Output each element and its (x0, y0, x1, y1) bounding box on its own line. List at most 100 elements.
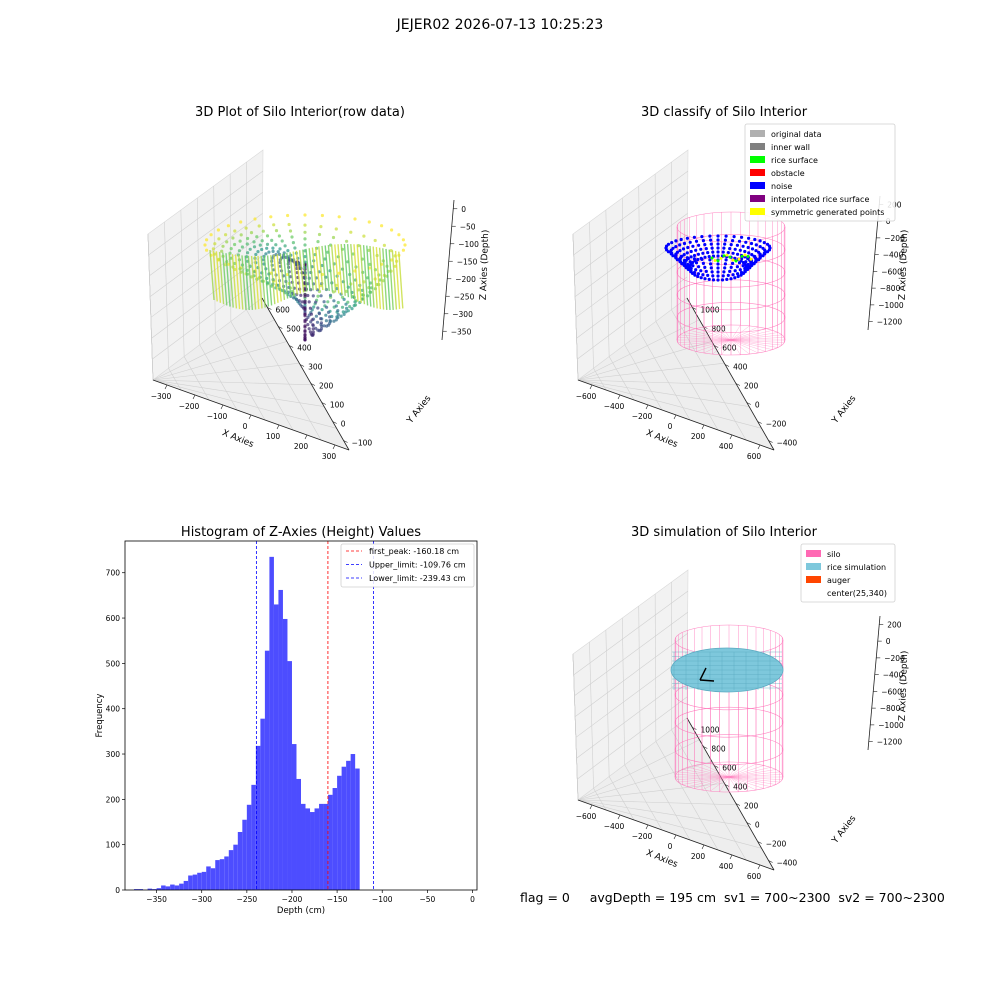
noise-point (754, 249, 758, 253)
data-point (308, 330, 312, 334)
data-point (336, 300, 340, 305)
y-axis-label: Y Axies (830, 814, 859, 847)
histogram-bar (219, 859, 225, 890)
y-tick (724, 784, 730, 787)
data-point-band (385, 248, 391, 311)
cylinder-spoke (728, 762, 748, 778)
data-point (237, 249, 241, 253)
z-tick-label: 0 (886, 637, 891, 646)
z-tick-label: −350 (451, 327, 472, 336)
legend-entry: Lower_limit: -239.43 cm (369, 574, 466, 583)
x-tick (276, 424, 280, 430)
cylinder-ring (676, 302, 786, 333)
legend-swatch (750, 195, 765, 202)
noise-point (678, 243, 682, 247)
x-tick-label: 400 (719, 862, 734, 871)
z-tick-label: 200 (887, 620, 902, 629)
x-tick (304, 434, 308, 440)
grid-line (577, 799, 737, 806)
cylinder-spoke (728, 776, 764, 789)
cylinder-spoke (675, 774, 730, 778)
data-point (260, 247, 264, 252)
noise-point (706, 251, 710, 255)
legend-entry: silo (827, 550, 841, 559)
x-tick-label: 0 (668, 842, 673, 851)
data-point (341, 310, 345, 314)
histogram-bar (255, 745, 261, 890)
data-point (373, 238, 377, 243)
noise-point (716, 242, 720, 246)
histogram-bar (264, 650, 270, 890)
data-point-band (228, 253, 234, 308)
noise-point (716, 246, 720, 250)
z-tick-label: −200 (884, 234, 905, 243)
noise-point (709, 242, 713, 246)
grid-line (152, 319, 275, 381)
data-point-band (346, 243, 353, 299)
grid-line (577, 739, 700, 801)
noise-point (750, 253, 754, 257)
grid-line (577, 379, 737, 386)
z-tick-label: −400 (883, 671, 904, 680)
noise-point (736, 252, 740, 256)
y-tick (692, 307, 697, 310)
grid-line (577, 379, 762, 429)
data-point (245, 242, 249, 246)
noise-point (729, 243, 733, 247)
noise-point (739, 259, 743, 263)
cylinder-spoke (677, 339, 732, 343)
x-tick (192, 394, 196, 400)
y-axis-label: Y Axies (405, 394, 434, 427)
data-point (322, 324, 326, 328)
classify-legend: original data inner wall rice surface obsta… (744, 123, 896, 222)
data-point-band (257, 255, 263, 309)
noise-point (694, 239, 699, 243)
y-tick-label: 400 (297, 344, 312, 353)
z-tick-label: −1200 (877, 738, 903, 747)
noise-point (703, 265, 707, 269)
histogram-bar (350, 754, 356, 890)
y-tick-label: 600 (722, 764, 737, 773)
data-point (342, 297, 346, 301)
data-point (299, 293, 303, 297)
data-point-band (295, 250, 302, 294)
noise-point (700, 235, 704, 239)
x-tick-label: −50 (419, 895, 435, 904)
y-tick (343, 440, 348, 443)
data-point (397, 233, 401, 237)
histogram-bar (161, 885, 166, 890)
grid-line (152, 341, 287, 381)
x-axis-label: Depth (cm) (277, 906, 325, 916)
histogram-bar (152, 889, 157, 890)
data-point (314, 314, 318, 318)
noise-point (729, 265, 733, 269)
grid-line (574, 612, 688, 696)
x-tick-label: −300 (151, 392, 172, 401)
histogram-bar (332, 788, 338, 890)
cylinder-ring (676, 211, 786, 243)
data-point (303, 318, 307, 322)
x-tick (645, 824, 649, 830)
y-tick-label: −200 (766, 840, 787, 849)
data-point-band (270, 255, 276, 305)
cylinder-spoke (728, 776, 757, 791)
data-point (315, 320, 320, 324)
data-point (344, 302, 348, 306)
histogram-bar (314, 808, 320, 890)
figure-title: JEJER02 2026-07-13 10:25:23 (396, 17, 604, 33)
noise-point (723, 266, 727, 270)
data-point (310, 318, 314, 322)
y-tick-label: 600 (106, 614, 121, 623)
y-tick-label: 200 (744, 802, 759, 811)
data-point-band (222, 252, 228, 306)
y-axis-label: Y Axies (830, 394, 859, 427)
y-tick-label: 100 (330, 401, 345, 410)
cylinder-spoke (701, 776, 730, 791)
noise-point (709, 262, 713, 266)
data-point (286, 213, 290, 218)
data-point (278, 247, 282, 251)
y-tick-label: 800 (711, 745, 726, 754)
noise-point (686, 245, 690, 250)
legend-entry: symmetric generated points (771, 208, 884, 217)
panel-classify: −600 −400 −200 0 200 400 600 −400 −200 0 200 400 600… (572, 105, 910, 461)
